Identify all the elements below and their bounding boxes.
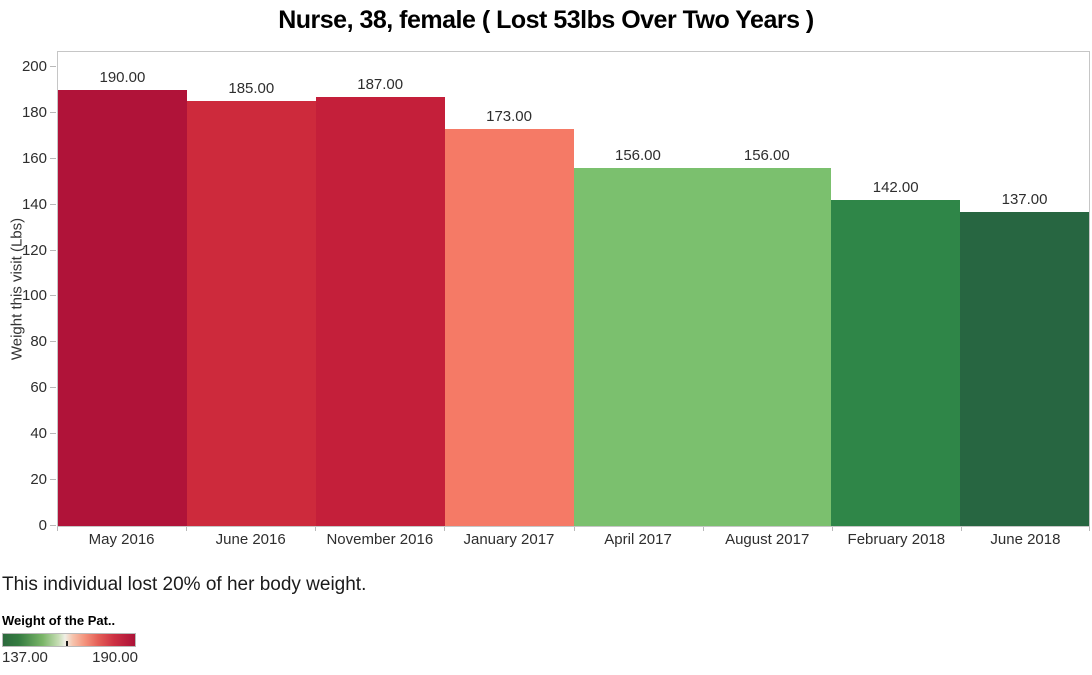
y-tick-label: 180 xyxy=(21,103,47,121)
y-tick-label: 140 xyxy=(21,195,47,213)
x-tick-mark xyxy=(573,527,575,531)
x-tick-mark xyxy=(702,527,704,531)
chart-title: Nurse, 38, female ( Lost 53lbs Over Two … xyxy=(278,6,814,34)
legend-center-tick-icon xyxy=(66,641,69,646)
y-tick-label: 80 xyxy=(30,333,47,351)
x-axis-label: February 2018 xyxy=(847,531,946,548)
y-tick-label: 0 xyxy=(38,517,47,534)
y-axis-tick-marks xyxy=(50,52,56,526)
x-axis-label: June 2016 xyxy=(215,531,286,548)
bar-value-label: 190.00 xyxy=(99,68,146,86)
y-tick-label: 100 xyxy=(21,287,47,305)
x-tick-mark xyxy=(57,527,58,531)
y-tick-label: 20 xyxy=(30,471,47,489)
bar-april-2017[interactable]: 156.00 xyxy=(573,147,703,526)
bar-value-label: 156.00 xyxy=(614,146,661,164)
plot-area: 190.00 185.00 187.00 173.00 156.00 156.00 142.… xyxy=(57,51,1090,527)
x-tick-mark xyxy=(831,527,833,531)
y-tick-mark xyxy=(50,433,56,435)
y-tick-label: 120 xyxy=(21,241,47,259)
y-tick-label: 160 xyxy=(21,149,47,167)
y-tick-mark xyxy=(50,341,56,343)
y-tick-mark xyxy=(50,295,56,297)
y-tick-label: 40 xyxy=(30,425,47,443)
x-tick-mark xyxy=(1089,527,1090,531)
y-axis-tick-labels: 0 20 40 60 80 100 120 140 160 180 200 xyxy=(0,52,47,533)
x-tick-mark xyxy=(960,527,962,531)
bar-june-2016[interactable]: 185.00 xyxy=(186,80,316,526)
y-tick-label: 200 xyxy=(21,57,47,75)
bars: 190.00 185.00 187.00 173.00 156.00 156.00 142.… xyxy=(58,52,1089,526)
legend-title: Weight of the Pat.. xyxy=(2,613,116,628)
bar-june-2018[interactable]: 137.00 xyxy=(960,191,1089,526)
x-axis-label: May 2016 xyxy=(88,531,155,548)
y-tick-mark xyxy=(50,249,56,251)
y-tick-mark xyxy=(50,111,56,113)
x-axis-label: August 2017 xyxy=(725,531,810,548)
x-axis-label: January 2017 xyxy=(463,531,555,548)
x-axis-label: November 2016 xyxy=(326,531,434,548)
bar-january-2017[interactable]: 173.00 xyxy=(444,108,574,526)
bar-november-2016[interactable]: 187.00 xyxy=(315,76,445,526)
legend-gradient-ramp[interactable] xyxy=(2,633,136,647)
legend-min-label: 137.00 xyxy=(2,649,48,666)
x-axis-label: June 2018 xyxy=(990,531,1061,548)
x-axis-label: April 2017 xyxy=(604,531,672,548)
y-tick-mark xyxy=(50,479,56,481)
bar-value-label: 173.00 xyxy=(486,107,533,125)
x-tick-mark xyxy=(186,527,188,531)
x-tick-mark xyxy=(315,527,317,531)
legend-max-label: 190.00 xyxy=(92,649,138,666)
bar-february-2018[interactable]: 142.00 xyxy=(831,179,961,526)
x-axis-tick-marks xyxy=(57,527,1090,532)
y-tick-mark xyxy=(50,525,56,526)
caption-text: This individual lost 20% of her body wei… xyxy=(2,574,367,595)
y-tick-mark xyxy=(50,387,56,389)
bar-value-label: 156.00 xyxy=(743,146,790,164)
y-tick-mark xyxy=(50,203,56,205)
y-tick-label: 60 xyxy=(30,379,47,397)
y-axis-title: Weight this visit (Lbs) xyxy=(8,217,26,361)
bar-value-label: 137.00 xyxy=(1001,190,1048,208)
color-legend: Weight of the Pat.. 137.00 190.00 xyxy=(2,613,138,666)
y-tick-mark xyxy=(50,65,56,67)
bar-value-label: 185.00 xyxy=(228,80,275,98)
x-axis-labels: May 2016 June 2016 November 2016 January 20… xyxy=(57,531,1090,548)
bar-value-label: 187.00 xyxy=(357,75,404,93)
bar-value-label: 142.00 xyxy=(872,179,919,197)
y-tick-mark xyxy=(50,157,56,159)
x-tick-mark xyxy=(444,527,446,531)
bar-may-2016[interactable]: 190.00 xyxy=(58,69,187,526)
bar-august-2017[interactable]: 156.00 xyxy=(702,147,832,526)
